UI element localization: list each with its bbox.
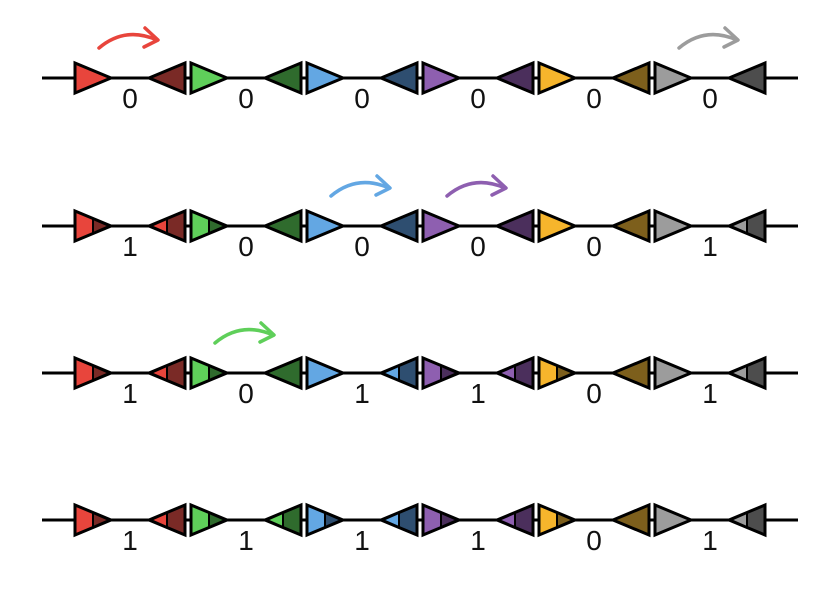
right-triangle: [421, 60, 463, 96]
right-triangle: [305, 60, 347, 96]
bit-label: 1: [470, 525, 486, 556]
right-triangle: [653, 355, 695, 391]
chain-row: 1 0 1 1 0 1: [42, 321, 798, 409]
rows-layer: 0 0 0 0 0 0 1 0 0 0 0 1 1 0 1 1 0 1 1 1 1 1 0 1: [42, 26, 798, 556]
bit-label: 0: [238, 83, 254, 114]
chain-row: 1 0 0 0 0 1: [42, 174, 798, 262]
right-triangle: [189, 60, 231, 96]
left-triangle: [261, 208, 303, 244]
bit-label: 0: [586, 231, 602, 262]
arrow-head: [722, 26, 740, 49]
bit-label: 0: [586, 378, 602, 409]
flip-marker: [148, 364, 168, 382]
bit-label: 0: [586, 83, 602, 114]
flip-marker: [440, 511, 460, 529]
right-triangle: [537, 60, 579, 96]
right-triangle: [653, 60, 695, 96]
arrow-head: [258, 321, 276, 344]
bit-label: 1: [354, 525, 370, 556]
flip-marker: [92, 217, 112, 235]
flip-marker: [728, 217, 748, 235]
flip-marker: [148, 511, 168, 529]
flip-marker: [92, 511, 112, 529]
bit-label: 0: [470, 231, 486, 262]
left-triangle: [725, 60, 767, 96]
left-triangle: [261, 60, 303, 96]
bit-label: 1: [702, 525, 718, 556]
flip-marker: [148, 217, 168, 235]
propagation-arrow: [97, 32, 159, 50]
right-triangle: [73, 60, 115, 96]
flip-marker: [440, 364, 460, 382]
flip-marker: [208, 364, 228, 382]
right-triangle: [421, 208, 463, 244]
flip-marker: [496, 364, 516, 382]
chain-row: 1 1 1 1 0 1: [42, 502, 798, 556]
right-triangle: [537, 208, 579, 244]
bit-label: 0: [586, 525, 602, 556]
left-triangle: [377, 208, 419, 244]
flip-marker: [264, 511, 284, 529]
left-triangle: [609, 355, 651, 391]
flip-marker: [728, 511, 748, 529]
right-triangle: [305, 208, 347, 244]
left-triangle: [493, 208, 535, 244]
left-triangle: [145, 60, 187, 96]
bit-label: 1: [122, 231, 138, 262]
bit-label: 0: [702, 83, 718, 114]
flip-marker: [728, 364, 748, 382]
left-triangle: [377, 60, 419, 96]
bit-label: 1: [238, 525, 254, 556]
flip-marker: [92, 364, 112, 382]
bit-label: 1: [122, 525, 138, 556]
arrow-head: [490, 174, 508, 197]
right-triangle: [653, 502, 695, 538]
flip-marker: [380, 511, 400, 529]
flip-marker: [208, 217, 228, 235]
bit-label: 0: [238, 231, 254, 262]
bit-label: 0: [238, 378, 254, 409]
right-triangle: [653, 208, 695, 244]
flip-marker: [208, 511, 228, 529]
left-triangle: [493, 60, 535, 96]
propagation-arrow: [213, 327, 275, 345]
bit-label: 0: [470, 83, 486, 114]
arrow-head: [142, 26, 160, 49]
bit-label: 0: [122, 83, 138, 114]
left-triangle: [609, 208, 651, 244]
flip-marker: [496, 511, 516, 529]
arrow-head: [374, 174, 392, 197]
bit-label: 1: [470, 378, 486, 409]
left-triangle: [609, 502, 651, 538]
propagation-arrow: [329, 180, 391, 198]
bit-label: 1: [702, 231, 718, 262]
flip-marker: [556, 364, 576, 382]
left-triangle: [609, 60, 651, 96]
flip-marker: [324, 511, 344, 529]
bit-label: 1: [354, 378, 370, 409]
bit-label: 1: [702, 378, 718, 409]
chain-row: 0 0 0 0 0 0: [42, 26, 798, 114]
bit-label: 0: [354, 231, 370, 262]
propagation-arrow: [445, 180, 507, 198]
flip-marker: [556, 511, 576, 529]
flip-marker: [380, 364, 400, 382]
bit-label: 0: [354, 83, 370, 114]
left-triangle: [261, 355, 303, 391]
bit-label: 1: [122, 378, 138, 409]
right-triangle: [305, 355, 347, 391]
propagation-arrow: [677, 32, 739, 50]
